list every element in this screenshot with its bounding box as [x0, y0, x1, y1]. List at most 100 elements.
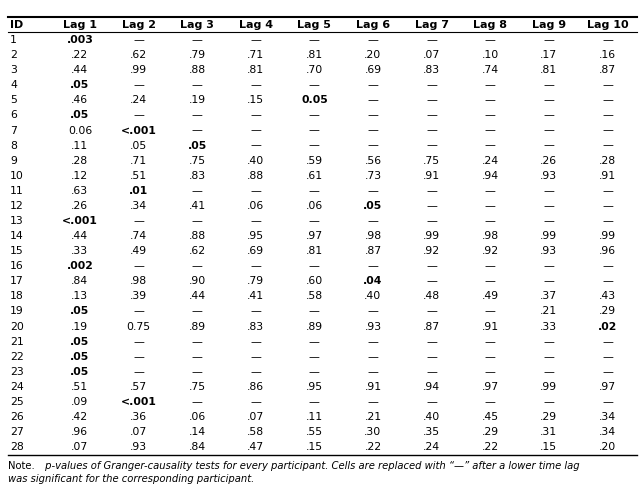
Text: —: —: [543, 141, 554, 151]
Text: —: —: [309, 110, 320, 120]
Text: .06: .06: [306, 201, 323, 211]
Text: —: —: [543, 276, 554, 286]
Text: .69: .69: [247, 246, 264, 256]
Text: .97: .97: [599, 382, 616, 392]
Text: .87: .87: [599, 65, 616, 75]
Text: —: —: [367, 186, 378, 196]
Text: .69: .69: [364, 65, 381, 75]
Text: —: —: [426, 307, 437, 317]
Text: —: —: [133, 336, 144, 346]
Text: 14: 14: [10, 231, 24, 241]
Text: —: —: [367, 352, 378, 362]
Text: .45: .45: [482, 412, 499, 422]
Text: —: —: [133, 35, 144, 45]
Text: 5: 5: [10, 95, 17, 105]
Text: 19: 19: [10, 307, 24, 317]
Text: 18: 18: [10, 291, 24, 301]
Text: —: —: [367, 141, 378, 151]
Text: 1: 1: [10, 35, 17, 45]
Text: .92: .92: [482, 246, 499, 256]
Text: .95: .95: [306, 382, 323, 392]
Text: .14: .14: [189, 427, 205, 437]
Text: .29: .29: [482, 427, 499, 437]
Text: .99: .99: [540, 382, 557, 392]
Text: 20: 20: [10, 322, 24, 331]
Text: .94: .94: [423, 382, 440, 392]
Text: .91: .91: [423, 171, 440, 181]
Text: .56: .56: [364, 156, 381, 166]
Text: —: —: [192, 307, 203, 317]
Text: .22: .22: [364, 442, 381, 452]
Text: .34: .34: [130, 201, 147, 211]
Text: —: —: [367, 126, 378, 136]
Text: <.001: <.001: [120, 397, 156, 407]
Text: —: —: [485, 35, 496, 45]
Text: —: —: [367, 261, 378, 271]
Text: .34: .34: [599, 427, 616, 437]
Text: .21: .21: [540, 307, 557, 317]
Text: .07: .07: [247, 412, 264, 422]
Text: —: —: [133, 80, 144, 90]
Text: —: —: [192, 261, 203, 271]
Text: .99: .99: [599, 231, 616, 241]
Text: .51: .51: [71, 382, 88, 392]
Text: .84: .84: [189, 442, 205, 452]
Text: .28: .28: [599, 156, 616, 166]
Text: Lag 2: Lag 2: [122, 20, 156, 30]
Text: —: —: [485, 216, 496, 226]
Text: .05: .05: [70, 80, 90, 90]
Text: .83: .83: [423, 65, 440, 75]
Text: .81: .81: [306, 246, 323, 256]
Text: —: —: [602, 35, 613, 45]
Text: .21: .21: [364, 412, 381, 422]
Text: —: —: [485, 261, 496, 271]
Text: 15: 15: [10, 246, 24, 256]
Text: —: —: [485, 95, 496, 105]
Text: —: —: [192, 336, 203, 346]
Text: .62: .62: [130, 50, 147, 60]
Text: —: —: [602, 110, 613, 120]
Text: —: —: [367, 80, 378, 90]
Text: .15: .15: [306, 442, 323, 452]
Text: —: —: [192, 126, 203, 136]
Text: .93: .93: [540, 171, 557, 181]
Text: .94: .94: [482, 171, 499, 181]
Text: .87: .87: [364, 246, 381, 256]
Text: —: —: [192, 80, 203, 90]
Text: .24: .24: [423, 442, 440, 452]
Text: —: —: [426, 352, 437, 362]
Text: —: —: [367, 216, 378, 226]
Text: .40: .40: [247, 156, 264, 166]
Text: .97: .97: [482, 382, 499, 392]
Text: .003: .003: [67, 35, 93, 45]
Text: —: —: [485, 126, 496, 136]
Text: .58: .58: [247, 427, 264, 437]
Text: .39: .39: [130, 291, 147, 301]
Text: —: —: [602, 216, 613, 226]
Text: .28: .28: [71, 156, 88, 166]
Text: —: —: [602, 201, 613, 211]
Text: .99: .99: [130, 65, 147, 75]
Text: 22: 22: [10, 352, 24, 362]
Text: —: —: [367, 110, 378, 120]
Text: —: —: [250, 80, 261, 90]
Text: —: —: [309, 126, 320, 136]
Text: 16: 16: [10, 261, 24, 271]
Text: .44: .44: [71, 231, 88, 241]
Text: .63: .63: [71, 186, 88, 196]
Text: .26: .26: [71, 201, 88, 211]
Text: .19: .19: [71, 322, 88, 331]
Text: —: —: [485, 141, 496, 151]
Text: —: —: [133, 261, 144, 271]
Text: .26: .26: [540, 156, 557, 166]
Text: —: —: [133, 307, 144, 317]
Text: .96: .96: [71, 427, 88, 437]
Text: .88: .88: [189, 231, 205, 241]
Text: .57: .57: [130, 382, 147, 392]
Text: —: —: [543, 201, 554, 211]
Text: .46: .46: [71, 95, 88, 105]
Text: .58: .58: [306, 291, 323, 301]
Text: —: —: [602, 80, 613, 90]
Text: .05: .05: [70, 336, 90, 346]
Text: —: —: [543, 126, 554, 136]
